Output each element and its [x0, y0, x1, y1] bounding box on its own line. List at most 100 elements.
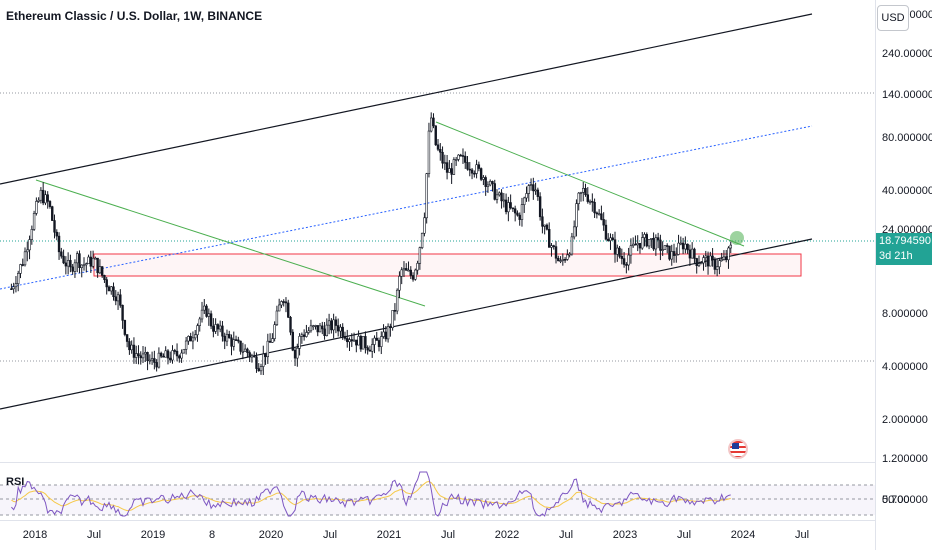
candle-body — [144, 352, 147, 355]
candle-body — [164, 350, 167, 358]
candle-body — [155, 362, 158, 368]
candle-body — [434, 125, 437, 146]
candle-body — [457, 154, 460, 160]
candle-body — [264, 353, 267, 358]
candle-body — [300, 334, 304, 337]
candle-body — [266, 340, 270, 358]
rsi-pane — [0, 484, 876, 516]
candle-body — [309, 325, 313, 332]
candle-body — [359, 335, 363, 350]
candle-body — [491, 181, 494, 184]
currency-button[interactable]: USD — [877, 5, 909, 31]
candle-body — [98, 266, 102, 274]
candle-body — [700, 262, 703, 265]
candle-body — [445, 162, 449, 173]
candle-body — [248, 352, 251, 358]
candle-body — [414, 269, 417, 280]
time-tick-label: Jul — [441, 529, 455, 541]
candle-body — [402, 268, 406, 271]
candle-body — [577, 192, 580, 204]
candle-body — [548, 229, 551, 248]
price-tick-label: 4.000000 — [882, 361, 928, 373]
candle-body — [713, 259, 717, 270]
candle-body — [336, 325, 340, 332]
chart-title: Ethereum Classic / U.S. Dollar, 1W, BINA… — [6, 9, 263, 23]
candle-body — [76, 253, 79, 264]
candle-body — [203, 305, 206, 311]
candle-body — [634, 243, 637, 246]
candle-body — [409, 269, 412, 276]
last-price-tag: 18.794590 3d 21h — [876, 233, 932, 265]
candle-body — [112, 286, 115, 298]
candle-body — [611, 237, 614, 241]
candle-body — [656, 237, 660, 241]
candle-body — [287, 302, 290, 318]
candle-body — [636, 242, 639, 246]
candle-body — [327, 320, 331, 326]
candle-body — [30, 229, 34, 240]
candle-body — [209, 313, 213, 327]
candle-body — [545, 224, 549, 230]
candle-body — [89, 256, 93, 267]
candle-body — [257, 368, 260, 372]
candle-body — [332, 319, 335, 331]
time-tick-label: Jul — [87, 529, 101, 541]
candle-body — [110, 286, 113, 292]
candle-body — [504, 199, 508, 213]
candle-body — [218, 325, 222, 330]
candle-body — [130, 344, 133, 351]
candle-body — [638, 242, 642, 249]
rsi-ma-line — [11, 480, 731, 512]
candle-body — [489, 181, 492, 186]
candle-body — [541, 216, 544, 227]
candle-body — [141, 353, 145, 359]
rsi-value-label: 50.00 — [882, 494, 910, 506]
candle-body — [586, 194, 589, 202]
candle-body — [23, 251, 27, 266]
candle-body — [647, 239, 651, 247]
candle-body — [525, 193, 528, 199]
candle-body — [579, 192, 583, 194]
bar-countdown: 3d 21h — [879, 250, 913, 262]
candle-body — [600, 213, 603, 220]
candle-body — [582, 188, 585, 193]
candle-body — [473, 172, 476, 175]
candle-body — [107, 286, 111, 292]
us-flag-icon[interactable] — [728, 439, 748, 459]
candle-body — [55, 231, 58, 237]
candle-body — [704, 255, 707, 258]
candle-body — [613, 239, 617, 255]
candle-body — [711, 255, 714, 260]
candle-body — [302, 334, 306, 337]
candle-body — [554, 246, 558, 259]
candle-body — [659, 239, 662, 251]
candle-body — [64, 262, 68, 267]
candle-body — [71, 266, 74, 272]
channel-upper-line — [0, 13, 813, 185]
candle-body — [625, 264, 628, 266]
candle-body — [622, 258, 626, 265]
candle-body — [386, 326, 390, 340]
candle-body — [262, 353, 265, 367]
candle-body — [348, 339, 351, 343]
time-axis: 2018 Jul 2019 8 2020 Jul 2021 Jul 2022 Jul 2023 Jul… — [23, 529, 809, 541]
candle-body — [277, 304, 281, 312]
candle-body — [166, 350, 170, 359]
candle-body — [697, 263, 701, 266]
candle-body — [561, 258, 565, 261]
candle-body — [395, 289, 399, 312]
candle-body — [591, 200, 594, 203]
candle-body — [468, 168, 471, 171]
candle-body — [620, 256, 624, 259]
candle-body — [187, 336, 190, 342]
price-tick-label: 8.000000 — [882, 308, 928, 320]
candle-body — [436, 144, 440, 150]
candle-body — [35, 201, 38, 214]
candle-body — [291, 331, 294, 351]
candle-body — [686, 243, 689, 251]
candle-body — [189, 336, 192, 342]
candle-body — [627, 254, 630, 266]
candle-body — [507, 202, 510, 213]
candle-body — [405, 268, 408, 271]
